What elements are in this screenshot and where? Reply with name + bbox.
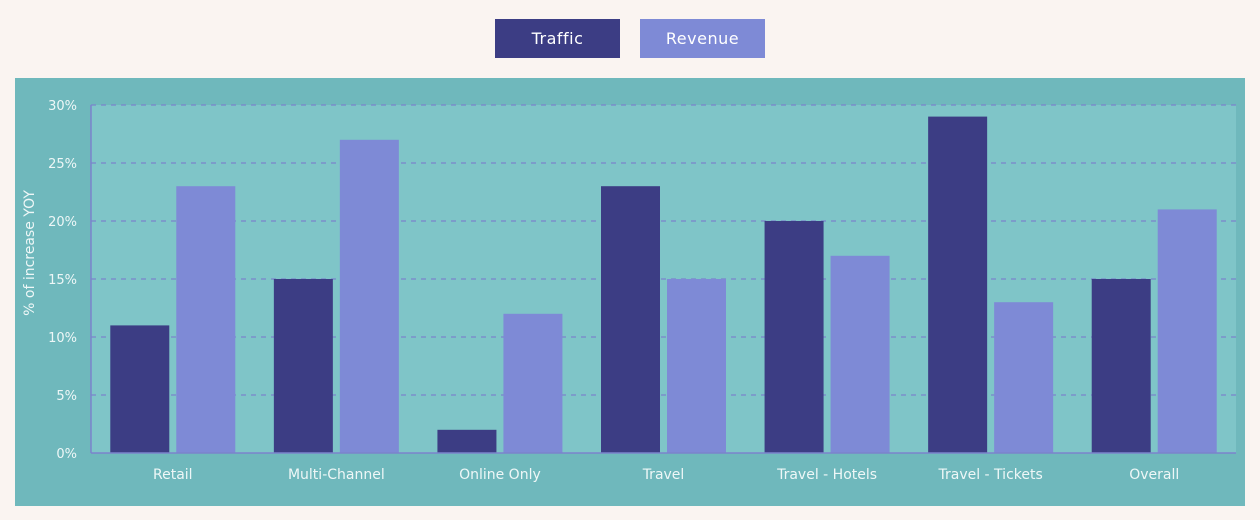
legend-revenue-button[interactable]: Revenue xyxy=(640,19,765,58)
bar-revenue xyxy=(994,302,1054,453)
x-tick-label: Travel - Tickets xyxy=(937,467,1042,483)
y-tick-label: 30% xyxy=(48,99,77,114)
legend: Traffic Revenue xyxy=(0,19,1260,58)
bar-traffic xyxy=(273,279,333,453)
y-tick-label: 20% xyxy=(48,215,77,230)
x-tick-label: Travel - Hotels xyxy=(776,467,877,483)
x-tick-label: Travel xyxy=(642,467,685,483)
bar-traffic xyxy=(437,429,497,453)
x-tick-label: Retail xyxy=(153,467,193,483)
bars xyxy=(110,116,1217,454)
bar-traffic xyxy=(928,116,988,453)
bar-revenue xyxy=(339,139,399,454)
bar-traffic xyxy=(110,325,170,453)
bar-revenue xyxy=(503,313,563,453)
bar-revenue xyxy=(667,279,726,453)
bar-revenue xyxy=(830,255,890,453)
bar-revenue xyxy=(1157,209,1217,453)
legend-traffic-button[interactable]: Traffic xyxy=(495,19,620,58)
bar-revenue xyxy=(176,186,236,453)
x-tick-label: Multi-Channel xyxy=(288,467,385,483)
axes: 0% 5% 10% 15% 20% 25% 30% Retail Multi-Channel On… xyxy=(48,99,1236,483)
y-tick-label: 15% xyxy=(48,273,77,288)
x-tick-label: Overall xyxy=(1129,467,1179,483)
bar-traffic xyxy=(764,221,824,453)
y-axis-label: % of increase YOY xyxy=(22,190,38,316)
y-tick-label: 0% xyxy=(56,447,77,462)
bar-traffic xyxy=(601,186,660,453)
x-tick-label: Online Only xyxy=(459,467,541,483)
y-tick-label: 25% xyxy=(48,157,77,172)
chart-panel: 0% 5% 10% 15% 20% 25% 30% Retail Multi-Channel On… xyxy=(15,78,1245,506)
y-tick-label: 10% xyxy=(48,331,77,346)
bar-chart: 0% 5% 10% 15% 20% 25% 30% Retail Multi-Channel On… xyxy=(15,78,1245,506)
bar-traffic xyxy=(1091,279,1151,453)
y-tick-label: 5% xyxy=(56,389,77,404)
